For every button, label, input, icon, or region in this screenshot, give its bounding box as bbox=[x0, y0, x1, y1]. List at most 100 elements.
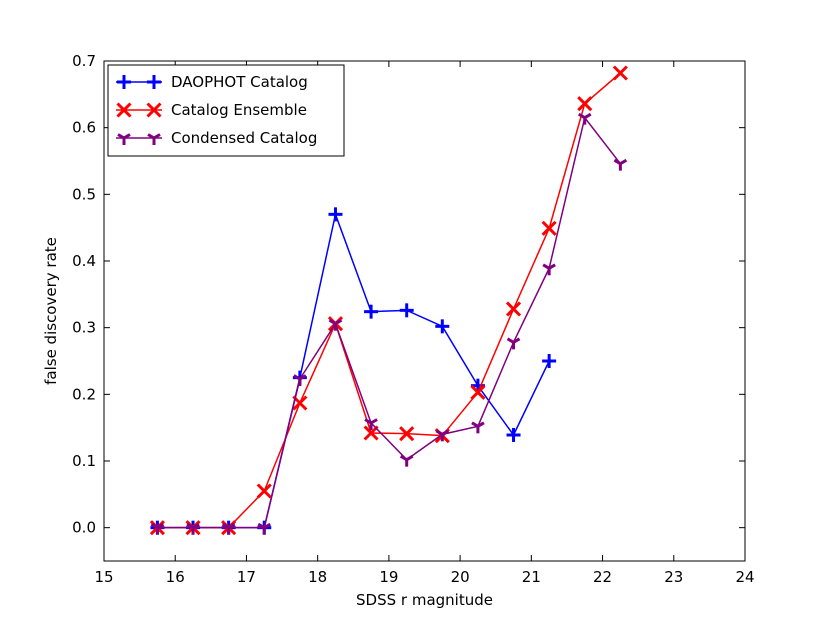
data-point bbox=[470, 384, 486, 400]
x-marker-b bbox=[292, 395, 308, 411]
tri-marker-left bbox=[293, 374, 301, 381]
tri-marker-right bbox=[334, 318, 343, 325]
x-tick-label: 23 bbox=[664, 568, 683, 586]
data-point bbox=[506, 337, 521, 350]
y-tick-label: 0.0 bbox=[72, 519, 96, 537]
x-marker-b bbox=[116, 102, 132, 118]
legend-marker bbox=[116, 102, 132, 118]
x-tick-label: 22 bbox=[593, 568, 612, 586]
x-tick-label: 17 bbox=[237, 568, 256, 586]
x-tick-label: 21 bbox=[522, 568, 541, 586]
x-marker-b bbox=[256, 483, 272, 499]
x-marker-b bbox=[399, 426, 415, 442]
data-point bbox=[399, 303, 414, 318]
legend-marker bbox=[117, 133, 131, 145]
legend-marker bbox=[146, 102, 162, 118]
x-marker-b bbox=[146, 102, 162, 118]
y-tick-label: 0.6 bbox=[72, 119, 96, 137]
x-tick-label: 16 bbox=[166, 568, 185, 586]
x-marker-b bbox=[363, 425, 379, 441]
data-point bbox=[471, 421, 485, 434]
x-tick-label: 15 bbox=[94, 568, 113, 586]
y-tick-label: 0.2 bbox=[72, 385, 96, 403]
data-point bbox=[363, 425, 379, 441]
y-tick-label: 0.7 bbox=[72, 52, 96, 70]
tri-marker-right bbox=[548, 263, 556, 270]
tri-marker-right bbox=[441, 429, 450, 436]
tri-marker-left bbox=[221, 522, 230, 529]
tri-marker-right bbox=[619, 158, 628, 165]
tri-marker-left bbox=[613, 158, 622, 165]
tri-marker-left bbox=[147, 133, 155, 140]
legend-marker bbox=[147, 133, 161, 145]
tri-marker-right bbox=[192, 522, 200, 529]
plot-frame bbox=[103, 60, 746, 562]
data-point bbox=[256, 483, 272, 499]
tri-marker-right bbox=[156, 522, 165, 529]
series-condensed-catalog bbox=[150, 112, 628, 535]
tri-marker-left bbox=[150, 522, 159, 529]
tri-marker-right bbox=[123, 133, 131, 140]
tri-marker-right bbox=[299, 374, 307, 381]
tri-marker-right bbox=[512, 337, 521, 344]
data-point bbox=[506, 428, 521, 442]
data-point bbox=[577, 112, 592, 125]
data-point bbox=[541, 220, 557, 236]
legend-entry: Condensed Catalog bbox=[116, 129, 317, 147]
data-point bbox=[542, 354, 557, 368]
data-point bbox=[612, 65, 628, 81]
tri-marker-right bbox=[477, 421, 485, 428]
x-marker-b bbox=[470, 384, 486, 400]
series-line bbox=[157, 115, 621, 529]
x-tick-label: 24 bbox=[735, 568, 754, 586]
legend-marker bbox=[117, 75, 131, 89]
tri-marker-left bbox=[328, 318, 337, 325]
tri-marker-right bbox=[153, 133, 161, 140]
tri-marker-right bbox=[405, 454, 414, 461]
x-axis-label: SDSS r magnitude bbox=[356, 591, 493, 609]
data-point bbox=[577, 96, 593, 112]
tri-marker-left bbox=[506, 337, 515, 344]
x-marker-b bbox=[541, 220, 557, 236]
legend-entry: DAOPHOT Catalog bbox=[116, 73, 308, 91]
data-point bbox=[221, 522, 236, 535]
data-point bbox=[505, 301, 522, 317]
tri-marker-left bbox=[117, 133, 125, 140]
data-point bbox=[542, 263, 556, 276]
legend-label: Condensed Catalog bbox=[171, 129, 317, 147]
data-point bbox=[186, 522, 200, 535]
tri-marker-left bbox=[471, 421, 479, 428]
data-point bbox=[435, 429, 450, 442]
tri-marker-left bbox=[186, 522, 194, 529]
y-tick-label: 0.1 bbox=[72, 452, 96, 470]
data-point bbox=[293, 374, 307, 386]
tri-marker-left bbox=[399, 454, 408, 461]
tri-marker-left bbox=[364, 418, 372, 425]
tri-marker-left bbox=[257, 522, 266, 529]
axis-ticks: 15 16 17 18 19 20 21 22 23 24 0.0 0.1 0.2 0.3 0.4 0.5 0.… bbox=[72, 52, 754, 586]
tri-marker-left bbox=[577, 112, 586, 119]
data-point bbox=[435, 319, 450, 334]
x-tick-label: 19 bbox=[379, 568, 398, 586]
y-tick-label: 0.4 bbox=[72, 252, 96, 270]
y-axis-label: false discovery rate bbox=[42, 237, 60, 385]
tri-marker-right bbox=[263, 522, 272, 529]
x-marker-b bbox=[577, 96, 593, 112]
tri-marker-left bbox=[435, 429, 444, 436]
legend: DAOPHOT Catalog Catalog Ensemble Condensed… bbox=[107, 64, 345, 157]
data-point bbox=[150, 522, 165, 535]
x-tick-label: 18 bbox=[308, 568, 327, 586]
data-point bbox=[399, 426, 415, 442]
x-marker-b bbox=[505, 301, 522, 317]
data-point bbox=[328, 207, 343, 222]
legend-marker bbox=[147, 75, 161, 89]
legend-entry: Catalog Ensemble bbox=[116, 101, 307, 119]
y-tick-label: 0.3 bbox=[72, 319, 96, 337]
tri-marker-right bbox=[370, 418, 378, 425]
plot-area bbox=[149, 65, 628, 536]
x-tick-label: 20 bbox=[451, 568, 470, 586]
y-tick-label: 0.5 bbox=[72, 185, 96, 203]
tri-marker-right bbox=[227, 522, 236, 529]
tri-marker-left bbox=[542, 263, 550, 270]
tri-marker-right bbox=[583, 112, 592, 119]
